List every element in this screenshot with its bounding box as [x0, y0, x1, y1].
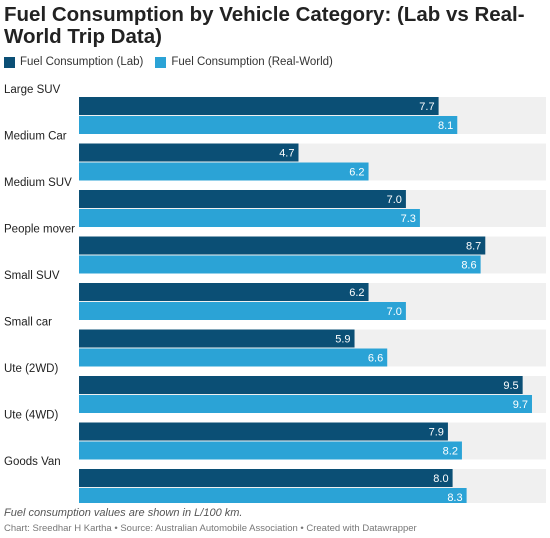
value-label-lab-large-suv: 7.7 [419, 101, 434, 113]
category-label-small-suv: Small SUV [4, 270, 60, 282]
chart-credit: Chart: Sreedhar H Kartha • Source: Austr… [4, 523, 417, 534]
bar-real-world-small-suv [79, 302, 406, 320]
bar-real-world-goods-van [79, 488, 467, 503]
value-label-real-world-ute-4wd: 8.2 [443, 446, 458, 458]
value-label-lab-small-car: 5.9 [335, 334, 350, 346]
category-label-large-suv: Large SUV [4, 84, 61, 96]
legend: Fuel Consumption (Lab) Fuel Consumption … [4, 56, 345, 68]
value-label-real-world-large-suv: 8.1 [438, 120, 453, 132]
category-label-ute-2wd: Ute (2WD) [4, 363, 58, 375]
bar-real-world-ute-4wd [79, 441, 462, 460]
value-label-lab-small-suv: 6.2 [349, 287, 364, 299]
bar-lab-ute-2wd [79, 376, 523, 394]
bar-real-world-large-suv [79, 116, 458, 134]
bar-lab-ute-4wd [79, 422, 448, 441]
value-label-lab-people-mover: 8.7 [466, 241, 481, 253]
bar-lab-small-car [79, 329, 355, 348]
value-label-real-world-ute-2wd: 9.7 [513, 399, 528, 411]
legend-item-lab: Fuel Consumption (Lab) [4, 56, 143, 68]
bar-lab-people-mover [79, 236, 486, 255]
value-label-lab-ute-2wd: 9.5 [503, 380, 518, 392]
bar-lab-large-suv [79, 97, 439, 115]
category-label-goods-van: Goods Van [4, 456, 61, 468]
bar-real-world-medium-car [79, 162, 369, 181]
value-label-lab-medium-car: 4.7 [279, 148, 294, 160]
value-label-real-world-goods-van: 8.3 [447, 492, 462, 503]
bar-chart: Large SUV 7.7 8.1 Medium Car 4.7 6.2 Medium SU… [4, 84, 546, 503]
bar-lab-medium-car [79, 143, 299, 162]
legend-swatch-lab [4, 56, 15, 68]
legend-label-real-world: Fuel Consumption (Real-World) [171, 56, 333, 68]
legend-label-lab: Fuel Consumption (Lab) [20, 56, 144, 68]
footnote: Fuel consumption values are shown in L/1… [4, 507, 243, 519]
bar-real-world-medium-suv [79, 209, 420, 227]
bar-lab-goods-van [79, 469, 453, 487]
category-label-small-car: Small car [4, 317, 52, 329]
bar-lab-small-suv [79, 283, 369, 301]
value-label-real-world-small-suv: 7.0 [387, 306, 402, 318]
bar-real-world-ute-2wd [79, 395, 532, 413]
bar-lab-medium-suv [79, 190, 406, 208]
legend-swatch-real-world [155, 56, 167, 68]
value-label-lab-goods-van: 8.0 [433, 473, 448, 485]
category-label-medium-car: Medium Car [4, 131, 67, 143]
value-label-real-world-small-car: 6.6 [368, 353, 383, 365]
chart-title: Fuel Consumption by Vehicle Category: (L… [4, 3, 525, 48]
category-label-people-mover: People mover [4, 224, 75, 236]
value-label-real-world-medium-car: 6.2 [349, 167, 364, 179]
value-label-lab-medium-suv: 7.0 [387, 194, 402, 206]
category-label-ute-4wd: Ute (4WD) [4, 410, 58, 422]
value-label-real-world-people-mover: 8.6 [461, 260, 476, 272]
value-label-lab-ute-4wd: 7.9 [429, 427, 444, 439]
bar-real-world-small-car [79, 348, 388, 367]
legend-item-real-world: Fuel Consumption (Real-World) [155, 56, 333, 68]
category-label-medium-suv: Medium SUV [4, 177, 72, 189]
value-label-real-world-medium-suv: 7.3 [401, 213, 416, 225]
bar-real-world-people-mover [79, 255, 481, 274]
